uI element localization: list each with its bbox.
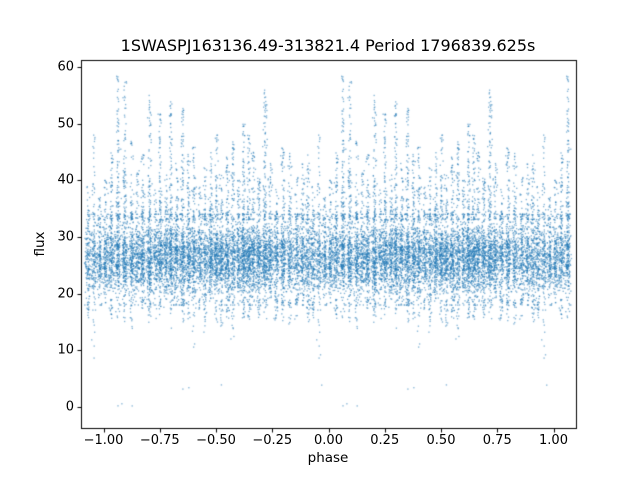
x-tick-label: 0.00 (314, 433, 343, 448)
y-tick-label: 60 (57, 59, 74, 75)
x-tick-label: −1.00 (83, 433, 124, 448)
y-tick-label: 20 (57, 286, 74, 302)
y-tick-label: 40 (57, 172, 74, 188)
x-tick-label: 0.50 (426, 433, 456, 448)
chart-title: 1SWASPJ163136.49-313821.4 Period 1796839… (120, 36, 536, 55)
x-tick-label: 1.00 (539, 433, 568, 448)
x-tick-label: 0.25 (370, 433, 400, 448)
y-tick-label: 50 (57, 116, 74, 132)
x-tick-label: −0.25 (252, 433, 293, 448)
x-tick-label: −0.75 (139, 433, 180, 448)
y-tick-label: 30 (57, 229, 74, 245)
y-tick-label: 10 (57, 342, 74, 358)
x-tick-label: −0.50 (196, 433, 236, 448)
x-axis-label: phase (307, 450, 349, 466)
x-tick-label: 0.75 (482, 433, 512, 448)
y-tick-label: 0 (65, 399, 74, 415)
